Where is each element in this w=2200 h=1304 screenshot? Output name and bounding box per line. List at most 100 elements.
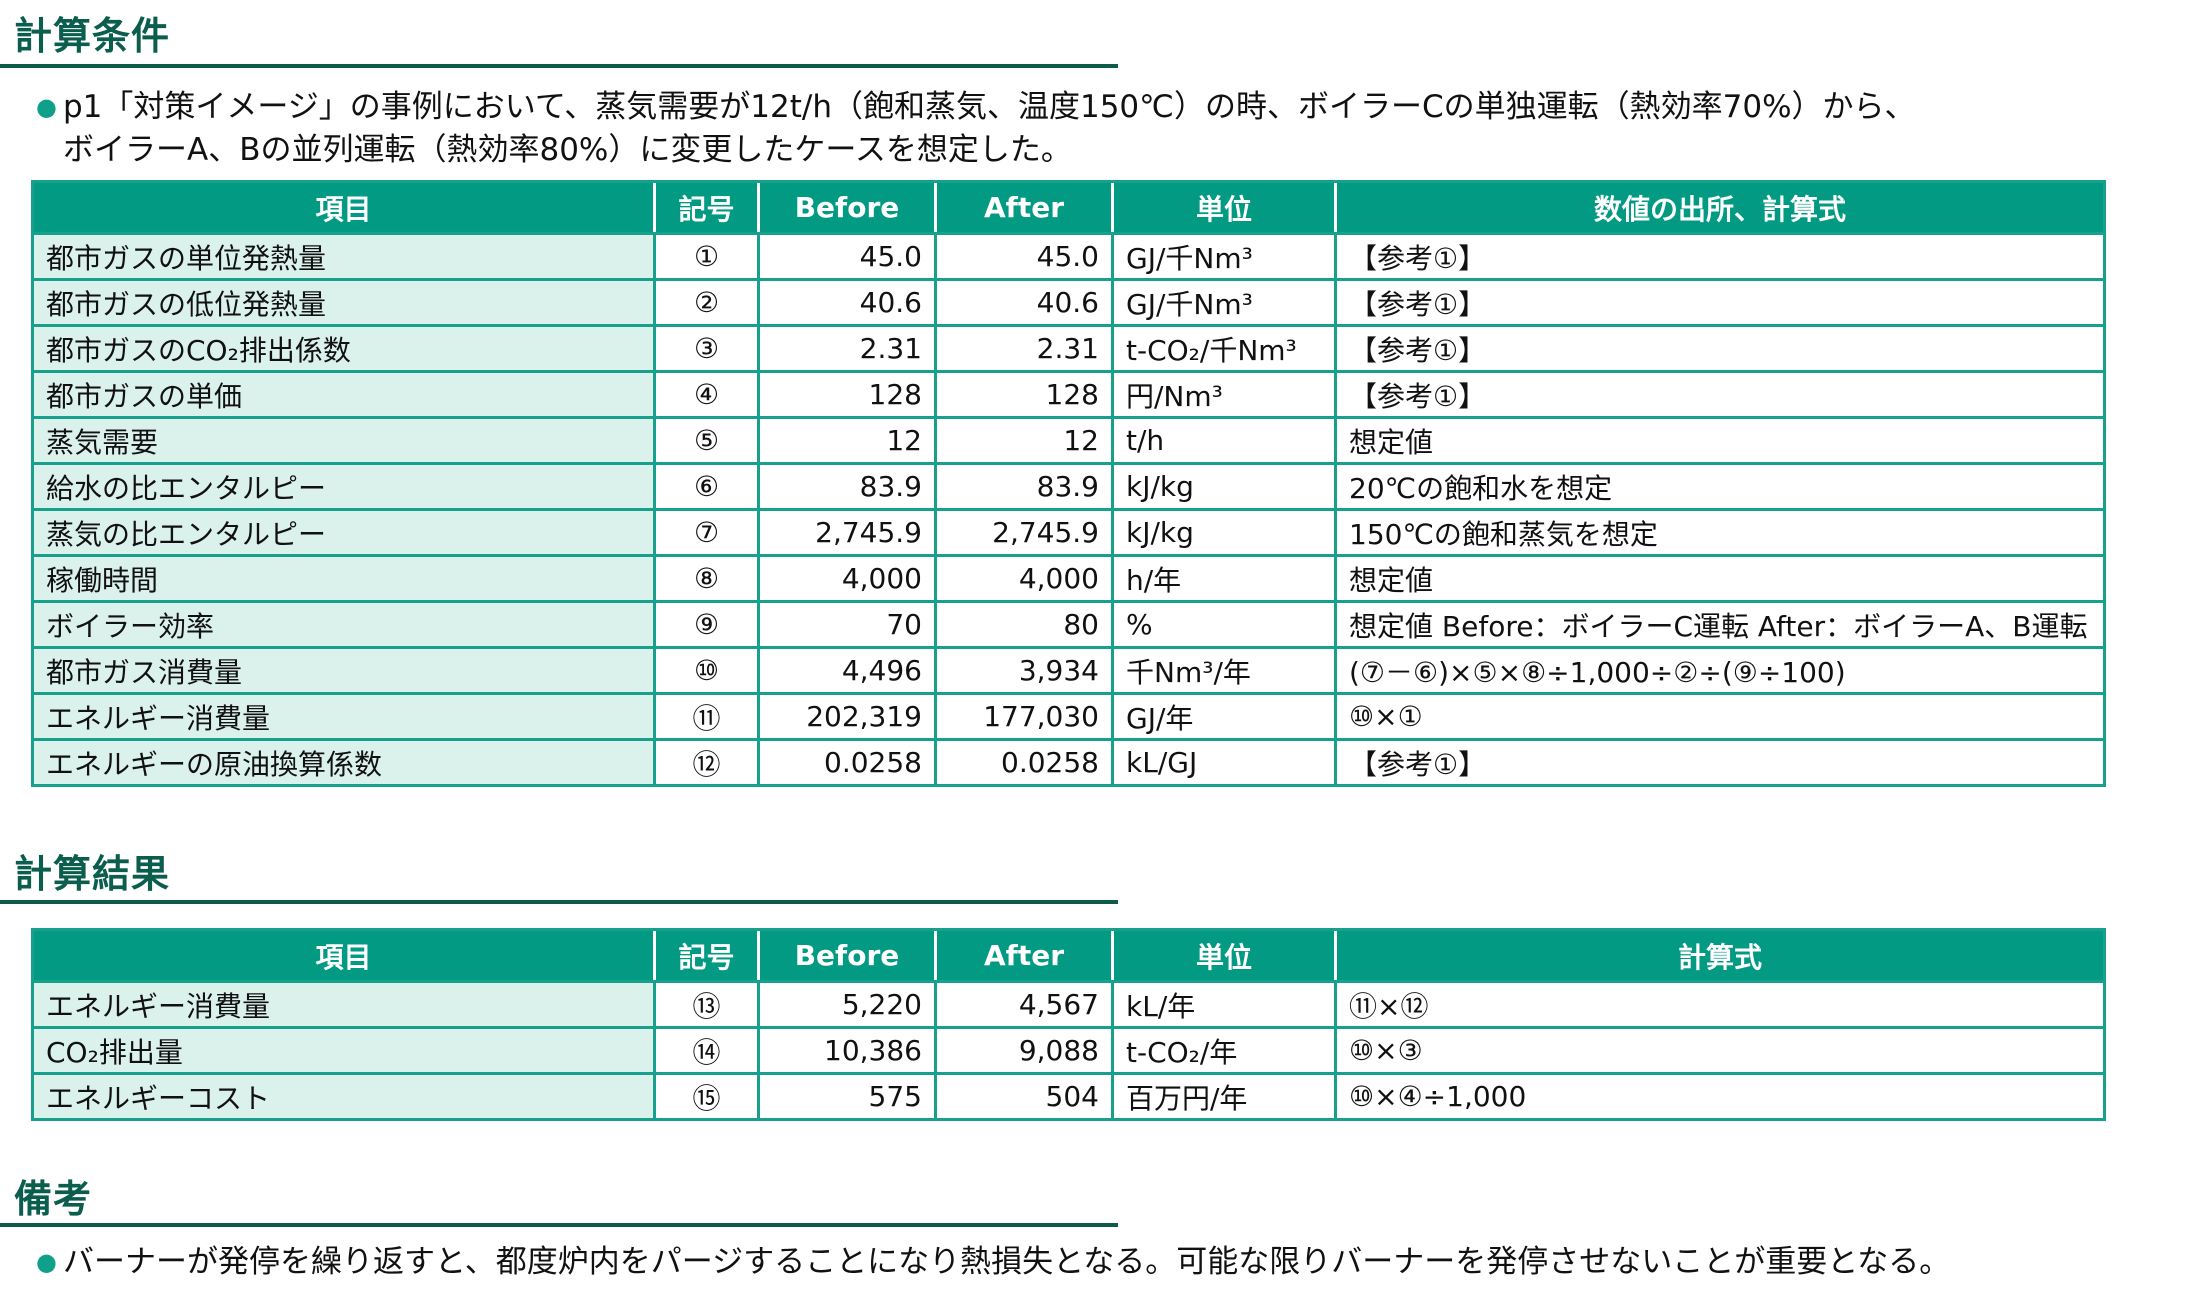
row-after-value: 12 bbox=[934, 416, 1114, 465]
section-title-conditions: 計算条件 bbox=[14, 14, 171, 58]
header-after: After bbox=[934, 928, 1113, 983]
table-row: 都市ガス消費量 ⑩ 4,496 3,934 千Nm³/年 (⑦－⑥)×⑤×⑧÷1,000÷… bbox=[31, 646, 2106, 695]
row-before-value: 2,745.9 bbox=[757, 508, 937, 557]
row-after-value: 45.0 bbox=[934, 232, 1114, 281]
row-after-value: 80 bbox=[934, 600, 1114, 649]
row-note: 想定値 Before：ボイラーC運転 After：ボイラーA、B運転 bbox=[1334, 600, 2106, 649]
row-symbol: ④ bbox=[653, 370, 760, 419]
table-row: CO₂排出量 ⑭ 10,386 9,088 t-CO₂/年 ⑩×③ bbox=[31, 1026, 2106, 1075]
row-before-value: 70 bbox=[757, 600, 937, 649]
table-row: 都市ガスのCO₂排出係数 ③ 2.31 2.31 t-CO₂/千Nm³ 【参考①】 bbox=[31, 324, 2106, 373]
table-row: エネルギー消費量 ⑪ 202,319 177,030 GJ/年 ⑩×① bbox=[31, 692, 2106, 741]
row-unit: GJ/年 bbox=[1111, 692, 1337, 741]
row-after-value: 4,567 bbox=[934, 980, 1114, 1029]
row-symbol: ② bbox=[653, 278, 760, 327]
row-item-label: 都市ガスのCO₂排出係数 bbox=[31, 324, 656, 373]
remarks-bullet-text: バーナーが発停を繰り返すと、都度炉内をパージすることになり熱損失となる。可能な限… bbox=[63, 1244, 1951, 1280]
row-unit: GJ/千Nm³ bbox=[1111, 278, 1337, 327]
row-before-value: 4,000 bbox=[757, 554, 937, 603]
row-note: (⑦－⑥)×⑤×⑧÷1,000÷②÷(⑨÷100) bbox=[1334, 646, 2106, 695]
row-after-value: 2,745.9 bbox=[934, 508, 1114, 557]
header-symbol: 記号 bbox=[653, 928, 759, 983]
row-item-label: ボイラー効率 bbox=[31, 600, 656, 649]
row-before-value: 128 bbox=[757, 370, 937, 419]
row-note: ⑩×④÷1,000 bbox=[1334, 1072, 2106, 1121]
row-before-value: 10,386 bbox=[757, 1026, 937, 1075]
results-table-header: 項目 記号 Before After 単位 計算式 bbox=[31, 928, 2106, 983]
results-table: 項目 記号 Before After 単位 計算式 エネルギー消費量 ⑬ 5,220… bbox=[31, 928, 2106, 1121]
row-symbol: ① bbox=[653, 232, 760, 281]
row-symbol: ⑭ bbox=[653, 1026, 760, 1075]
conditions-bullet-line-1: p1「対策イメージ」の事例において、蒸気需要が12t/h（飽和蒸気、温度150℃… bbox=[63, 89, 1916, 125]
row-after-value: 0.0258 bbox=[934, 738, 1114, 787]
row-note: 20℃の飽和水を想定 bbox=[1334, 462, 2106, 511]
row-unit: 円/Nm³ bbox=[1111, 370, 1337, 419]
conditions-bullet-line-2: ボイラーA、Bの並列運転（熱効率80%）に変更したケースを想定した。 bbox=[63, 132, 1072, 168]
row-symbol: ⑥ bbox=[653, 462, 760, 511]
row-after-value: 177,030 bbox=[934, 692, 1114, 741]
row-item-label: CO₂排出量 bbox=[31, 1026, 656, 1075]
row-before-value: 12 bbox=[757, 416, 937, 465]
row-symbol: ⑬ bbox=[653, 980, 760, 1029]
row-unit: h/年 bbox=[1111, 554, 1337, 603]
row-unit: kL/GJ bbox=[1111, 738, 1337, 787]
row-symbol: ⑪ bbox=[653, 692, 760, 741]
header-item: 項目 bbox=[31, 928, 655, 983]
row-unit: t-CO₂/千Nm³ bbox=[1111, 324, 1337, 373]
table-row: ボイラー効率 ⑨ 70 80% 想定値 Before：ボイラーC運転 After：ボイラ… bbox=[31, 600, 2106, 649]
header-unit: 単位 bbox=[1111, 928, 1336, 983]
row-before-value: 83.9 bbox=[757, 462, 937, 511]
row-unit: 千Nm³/年 bbox=[1111, 646, 1337, 695]
row-item-label: エネルギー消費量 bbox=[31, 980, 656, 1029]
table-row: エネルギーの原油換算係数 ⑫ 0.0258 0.0258 kL/GJ 【参考①】 bbox=[31, 738, 2106, 787]
table-row: 蒸気の比エンタルピー ⑦ 2,745.9 2,745.9 kJ/kg 150℃の飽和蒸気を… bbox=[31, 508, 2106, 557]
row-symbol: ⑩ bbox=[653, 646, 760, 695]
header-item: 項目 bbox=[31, 180, 655, 235]
row-symbol: ⑦ bbox=[653, 508, 760, 557]
row-unit: % bbox=[1111, 600, 1337, 649]
row-note: 想定値 bbox=[1334, 554, 2106, 603]
row-item-label: 蒸気の比エンタルピー bbox=[31, 508, 656, 557]
row-note: ⑩×③ bbox=[1334, 1026, 2106, 1075]
row-note: 【参考①】 bbox=[1334, 278, 2106, 327]
bullet-dot-icon: ● bbox=[36, 93, 57, 121]
row-unit: kJ/kg bbox=[1111, 462, 1337, 511]
header-formula: 計算式 bbox=[1334, 928, 2106, 983]
row-item-label: エネルギー消費量 bbox=[31, 692, 656, 741]
row-before-value: 5,220 bbox=[757, 980, 937, 1029]
table-row: 都市ガスの単位発熱量 ① 45.0 45.0 GJ/千Nm³ 【参考①】 bbox=[31, 232, 2106, 281]
table-row: 稼働時間 ⑧ 4,000 4,000 h/年 想定値 bbox=[31, 554, 2106, 603]
row-item-label: 都市ガスの低位発熱量 bbox=[31, 278, 656, 327]
section-title-remarks: 備考 bbox=[14, 1177, 93, 1221]
row-note: ⑪×⑫ bbox=[1334, 980, 2106, 1029]
row-unit: 百万円/年 bbox=[1111, 1072, 1337, 1121]
header-unit: 単位 bbox=[1111, 180, 1336, 235]
row-symbol: ⑤ bbox=[653, 416, 760, 465]
row-item-label: 都市ガス消費量 bbox=[31, 646, 656, 695]
header-before: Before bbox=[757, 180, 936, 235]
row-item-label: 都市ガスの単位発熱量 bbox=[31, 232, 656, 281]
row-note: 【参考①】 bbox=[1334, 324, 2106, 373]
bullet-dot-icon: ● bbox=[36, 1248, 57, 1276]
row-symbol: ③ bbox=[653, 324, 760, 373]
row-after-value: 128 bbox=[934, 370, 1114, 419]
row-note: 【参考①】 bbox=[1334, 738, 2106, 787]
row-symbol: ⑮ bbox=[653, 1072, 760, 1121]
row-note: 【参考①】 bbox=[1334, 370, 2106, 419]
row-before-value: 202,319 bbox=[757, 692, 937, 741]
row-item-label: エネルギーコスト bbox=[31, 1072, 656, 1121]
row-symbol: ⑫ bbox=[653, 738, 760, 787]
row-after-value: 3,934 bbox=[934, 646, 1114, 695]
header-before: Before bbox=[757, 928, 936, 983]
section-rule-conditions bbox=[0, 64, 1118, 68]
row-unit: GJ/千Nm³ bbox=[1111, 232, 1337, 281]
conditions-table-header: 項目 記号 Before After 単位 数値の出所、計算式 bbox=[31, 180, 2106, 235]
row-before-value: 2.31 bbox=[757, 324, 937, 373]
row-after-value: 504 bbox=[934, 1072, 1114, 1121]
row-after-value: 83.9 bbox=[934, 462, 1114, 511]
row-after-value: 4,000 bbox=[934, 554, 1114, 603]
row-item-label: 給水の比エンタルピー bbox=[31, 462, 656, 511]
table-row: エネルギー消費量 ⑬ 5,220 4,567 kL/年 ⑪×⑫ bbox=[31, 980, 2106, 1029]
row-after-value: 40.6 bbox=[934, 278, 1114, 327]
table-row: エネルギーコスト ⑮ 575 504 百万円/年 ⑩×④÷1,000 bbox=[31, 1072, 2106, 1121]
